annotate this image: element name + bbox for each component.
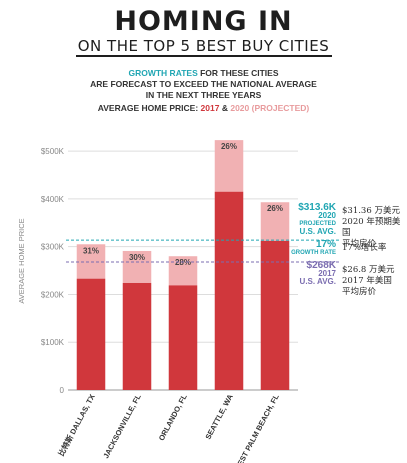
cn-note-2017: $26.8 万美元 2017 年美国 平均房价 — [342, 265, 395, 298]
cn-note-2020-1: $31.36 万美元 — [342, 206, 400, 216]
cn-note-2017-3: 平均房价 — [342, 287, 377, 297]
bar-2017 — [214, 191, 244, 390]
category-label: JACKSONVILLE, FL — [101, 392, 143, 460]
y-tick-label: $100K — [41, 338, 65, 347]
y-tick-label: $400K — [41, 195, 65, 204]
legend-prefix: AVERAGE HOME PRICE: — [97, 103, 201, 113]
growth-label: 26% — [221, 142, 237, 151]
avg-2020-annotation: $313.6K 2020 PROJECTED U.S. AVG. — [276, 202, 336, 236]
bar-2020 — [260, 202, 290, 241]
category-label: SEATTLE, WA — [203, 392, 235, 441]
y-axis-label: AVERAGE HOME PRICE — [17, 218, 26, 303]
note-line-3: IN THE NEXT THREE YEARS — [0, 90, 407, 101]
cn-note-2020-2: 2020 年预期美国 — [342, 217, 401, 238]
y-tick-label: 0 — [60, 386, 65, 395]
avg-2017-line1: 2017 — [318, 269, 336, 278]
avg-2020-value: $313.6K — [298, 202, 336, 213]
avg-2020-line1: 2020 — [318, 211, 336, 220]
chart-subtitle: ON THE TOP 5 BEST BUY CITIES — [77, 37, 330, 55]
legend-2020: 2020 (PROJECTED) — [230, 103, 310, 113]
bar-2017 — [122, 282, 152, 390]
growth-label: 26% — [267, 204, 283, 213]
cn-note-2017-2: 2017 年美国 — [342, 276, 392, 286]
avg-2017-value: $268K — [306, 260, 336, 271]
cn-note-2020: $31.36 万美元 2020 年预期美国 平均房价 — [342, 206, 407, 250]
cn-note-growth: 17%增长率 — [342, 243, 387, 253]
note-line1-rest: FOR THESE CITIES — [197, 68, 279, 78]
growth-label: 28% — [175, 258, 191, 267]
y-tick-label: $200K — [41, 290, 65, 299]
y-tick-label: $300K — [41, 243, 65, 252]
bar-2020 — [168, 256, 198, 286]
note-line2-pre: ARE FORECAST TO — [90, 79, 174, 89]
y-tick-label: $500K — [41, 147, 65, 156]
category-label: WEST PALM BEACH, FL — [232, 392, 281, 463]
growth-label: 30% — [129, 253, 145, 262]
note-line2-bold: EXCEED THE NATIONAL AVERAGE — [173, 79, 317, 89]
avg-2020-line2: PROJECTED — [299, 221, 336, 227]
legend-2017: 2017 — [200, 103, 220, 113]
cn-note-2017-1: $26.8 万美元 — [342, 265, 395, 275]
chart-title: HOMING IN — [114, 6, 293, 37]
cn-note-2020-3: 平均房价 — [342, 239, 377, 249]
note-line3-pre: IN THE NEXT — [145, 90, 201, 100]
title-underline — [76, 55, 332, 57]
bar-2017 — [168, 285, 198, 390]
bar-2017 — [260, 240, 290, 390]
growth-rate-annotation: 17% GROWTH RATE — [276, 239, 336, 257]
bar-2017 — [76, 278, 106, 390]
category-label: ORLANDO, FL — [157, 392, 189, 442]
legend-amp: & — [219, 103, 231, 113]
note-line-1: GROWTH RATES FOR THESE CITIES — [0, 68, 407, 79]
avg-2017-line2: U.S. AVG. — [299, 277, 336, 286]
growth-rate-label: GROWTH RATE — [291, 250, 336, 256]
note-line-2: ARE FORECAST TO EXCEED THE NATIONAL AVER… — [0, 79, 407, 90]
legend: AVERAGE HOME PRICE: 2017 & 2020 (PROJECT… — [0, 103, 407, 114]
bar-2020 — [214, 140, 244, 192]
note-accent: GROWTH RATES — [128, 68, 198, 78]
avg-2020-line3: U.S. AVG. — [299, 227, 336, 236]
category-label: 比特斯 DALLAS, TX — [56, 392, 97, 457]
growth-label: 31% — [83, 246, 99, 255]
note-line3-bold: THREE YEARS — [200, 90, 262, 100]
growth-rate-value: 17% — [315, 239, 336, 250]
bar-2020 — [122, 250, 152, 283]
avg-2017-annotation: $268K 2017 U.S. AVG. — [276, 260, 336, 286]
